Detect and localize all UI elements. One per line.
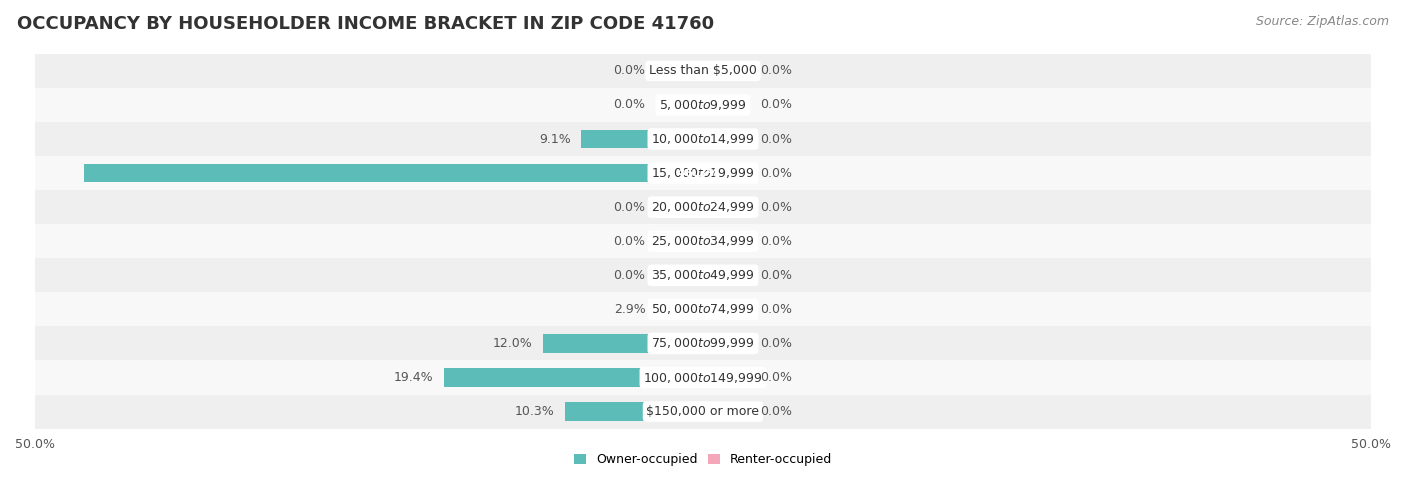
Text: OCCUPANCY BY HOUSEHOLDER INCOME BRACKET IN ZIP CODE 41760: OCCUPANCY BY HOUSEHOLDER INCOME BRACKET … (17, 15, 714, 33)
Text: 0.0%: 0.0% (613, 235, 645, 248)
Bar (35, 54, 1371, 88)
Text: Source: ZipAtlas.com: Source: ZipAtlas.com (1256, 15, 1389, 28)
Text: 0.0%: 0.0% (761, 371, 793, 384)
Text: $150,000 or more: $150,000 or more (647, 405, 759, 418)
Bar (35, 88, 1371, 122)
Bar (703, 96, 749, 114)
Text: $100,000 to $149,999: $100,000 to $149,999 (644, 370, 762, 384)
Bar (35, 361, 1371, 395)
Text: $20,000 to $24,999: $20,000 to $24,999 (651, 200, 755, 214)
Text: $5,000 to $9,999: $5,000 to $9,999 (659, 98, 747, 112)
Text: 12.0%: 12.0% (492, 337, 531, 350)
Text: 2.9%: 2.9% (614, 303, 645, 316)
Bar (703, 266, 749, 285)
Text: 0.0%: 0.0% (761, 405, 793, 418)
Bar (703, 62, 749, 80)
Bar (35, 327, 1371, 361)
Bar (703, 164, 749, 182)
Text: 0.0%: 0.0% (613, 65, 645, 77)
Text: 0.0%: 0.0% (613, 201, 645, 214)
Bar (444, 368, 703, 387)
Text: 46.3%: 46.3% (676, 167, 720, 180)
Bar (35, 156, 1371, 190)
Text: 0.0%: 0.0% (761, 269, 793, 282)
Bar (703, 368, 749, 387)
Bar (35, 258, 1371, 293)
Bar (657, 62, 703, 80)
Text: $25,000 to $34,999: $25,000 to $34,999 (651, 234, 755, 248)
Bar (35, 293, 1371, 327)
Text: 19.4%: 19.4% (394, 371, 433, 384)
Text: $10,000 to $14,999: $10,000 to $14,999 (651, 132, 755, 146)
Text: Less than $5,000: Less than $5,000 (650, 65, 756, 77)
Text: 0.0%: 0.0% (761, 235, 793, 248)
Text: 0.0%: 0.0% (761, 99, 793, 111)
Text: 0.0%: 0.0% (761, 303, 793, 316)
Bar (703, 334, 749, 353)
Text: $15,000 to $19,999: $15,000 to $19,999 (651, 166, 755, 180)
Legend: Owner-occupied, Renter-occupied: Owner-occupied, Renter-occupied (568, 448, 838, 471)
Text: 0.0%: 0.0% (761, 167, 793, 180)
Bar (35, 395, 1371, 429)
Bar (703, 300, 749, 319)
Text: 0.0%: 0.0% (613, 99, 645, 111)
Bar (35, 190, 1371, 224)
Text: 0.0%: 0.0% (761, 201, 793, 214)
Bar (703, 198, 749, 217)
Text: 0.0%: 0.0% (761, 337, 793, 350)
Bar (565, 402, 703, 421)
Bar (84, 164, 703, 182)
Text: 0.0%: 0.0% (761, 133, 793, 145)
Bar (657, 266, 703, 285)
Bar (703, 402, 749, 421)
Bar (657, 232, 703, 251)
Text: $75,000 to $99,999: $75,000 to $99,999 (651, 336, 755, 350)
Text: $50,000 to $74,999: $50,000 to $74,999 (651, 302, 755, 316)
Bar (657, 198, 703, 217)
Text: 0.0%: 0.0% (613, 269, 645, 282)
Text: 0.0%: 0.0% (761, 65, 793, 77)
Bar (35, 122, 1371, 156)
Text: 9.1%: 9.1% (538, 133, 571, 145)
Bar (35, 224, 1371, 258)
Bar (657, 300, 703, 319)
Bar (582, 130, 703, 148)
Text: 10.3%: 10.3% (515, 405, 555, 418)
Bar (703, 232, 749, 251)
Bar (543, 334, 703, 353)
Text: $35,000 to $49,999: $35,000 to $49,999 (651, 268, 755, 282)
Bar (703, 130, 749, 148)
Bar (657, 96, 703, 114)
